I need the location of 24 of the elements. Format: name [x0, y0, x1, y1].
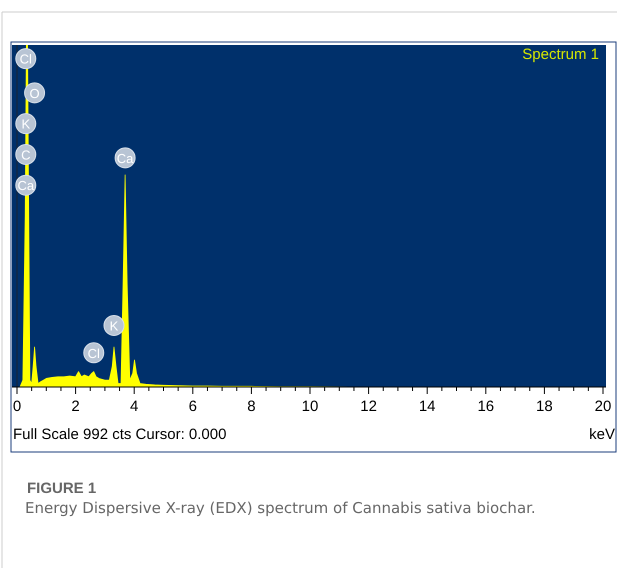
x-tick-label: 4 [130, 398, 138, 415]
x-tick-label: 8 [247, 398, 256, 415]
x-tick-label: 12 [360, 398, 377, 415]
annotation: O [30, 86, 40, 101]
x-tick-label: 18 [536, 398, 553, 415]
x-axis-title: keV [589, 426, 615, 443]
x-tick-label: 14 [418, 398, 436, 415]
annotation: K [21, 116, 30, 132]
x-tick-label: 2 [71, 398, 80, 415]
x-tick-label: 16 [477, 398, 494, 415]
annotation: C [21, 147, 30, 162]
annotation: Ca [116, 150, 134, 166]
annotation: K [110, 318, 119, 334]
text: Full Scale 992 cts Cursor: 0.000 [13, 426, 226, 443]
x-tick-label: 20 [594, 398, 612, 415]
x-tick-label: 10 [302, 398, 318, 415]
annotation: Ca [17, 178, 35, 194]
x-tick-label: 0 [12, 398, 22, 415]
annotation: Cl [20, 52, 32, 67]
text: Energy Dispersive X-ray (EDX) spectrum of Cannabis sativa biochar. [25, 498, 537, 519]
annotation: Cl [88, 346, 100, 361]
x-tick-label: 6 [188, 398, 197, 415]
text: Spectrum 1 [522, 46, 599, 63]
text: FIGURE 1 [27, 480, 96, 497]
